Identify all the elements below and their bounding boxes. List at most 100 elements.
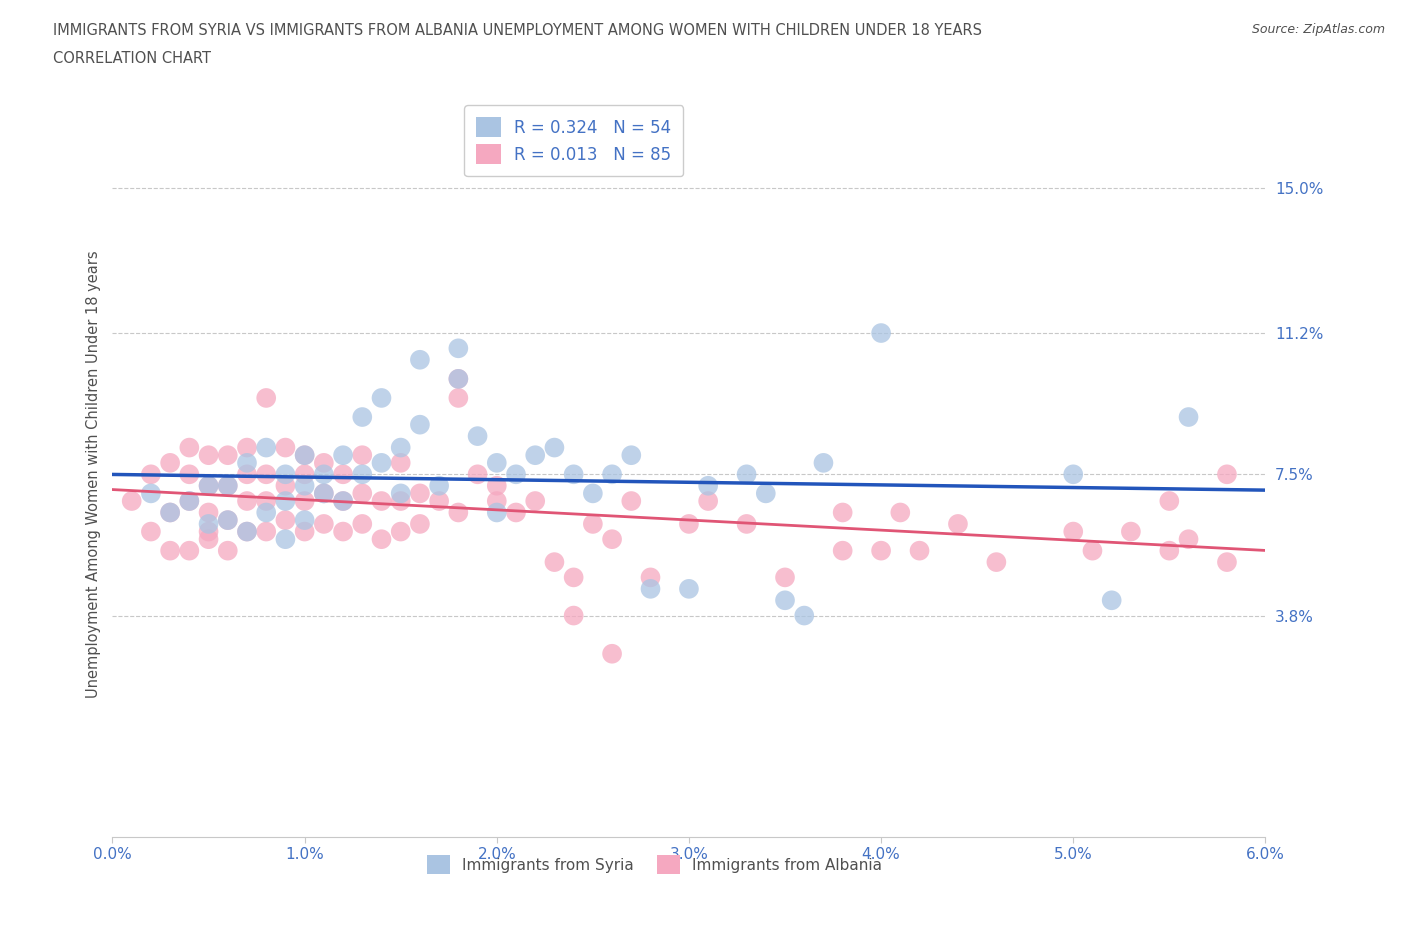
Point — [332, 525, 354, 539]
Point — [217, 478, 239, 493]
Point — [485, 478, 508, 493]
Point — [697, 478, 720, 493]
Point — [139, 486, 162, 501]
Point — [197, 478, 219, 493]
Point — [1101, 592, 1123, 607]
Point — [274, 478, 297, 493]
Point — [389, 486, 412, 501]
Point — [697, 494, 720, 509]
Point — [217, 543, 239, 558]
Point — [600, 646, 623, 661]
Point — [447, 371, 470, 386]
Point — [582, 516, 605, 531]
Point — [485, 456, 508, 471]
Point — [447, 371, 470, 386]
Point — [197, 516, 219, 531]
Point — [389, 525, 412, 539]
Point — [640, 581, 662, 596]
Point — [813, 456, 835, 471]
Point — [312, 486, 335, 501]
Point — [217, 512, 239, 527]
Point — [159, 505, 181, 520]
Point — [1216, 554, 1239, 569]
Point — [831, 543, 853, 558]
Point — [352, 447, 374, 462]
Point — [773, 592, 796, 607]
Point — [389, 456, 412, 471]
Point — [889, 505, 911, 520]
Point — [370, 456, 392, 471]
Point — [312, 486, 335, 501]
Point — [735, 516, 758, 531]
Point — [332, 494, 354, 509]
Point — [600, 467, 623, 482]
Point — [908, 543, 931, 558]
Point — [236, 456, 259, 471]
Point — [1177, 409, 1199, 424]
Point — [946, 516, 969, 531]
Y-axis label: Unemployment Among Women with Children Under 18 years: Unemployment Among Women with Children U… — [86, 250, 101, 698]
Point — [562, 467, 585, 482]
Point — [543, 554, 565, 569]
Point — [332, 467, 354, 482]
Point — [312, 467, 335, 482]
Point — [1159, 543, 1181, 558]
Point — [197, 525, 219, 539]
Point — [1216, 467, 1239, 482]
Point — [427, 478, 450, 493]
Point — [236, 525, 259, 539]
Point — [254, 467, 277, 482]
Text: Source: ZipAtlas.com: Source: ZipAtlas.com — [1251, 23, 1385, 36]
Point — [620, 494, 643, 509]
Point — [505, 467, 527, 482]
Point — [254, 440, 277, 455]
Point — [159, 505, 181, 520]
Point — [505, 505, 527, 520]
Point — [294, 447, 316, 462]
Point — [870, 326, 893, 340]
Legend: Immigrants from Syria, Immigrants from Albania: Immigrants from Syria, Immigrants from A… — [420, 849, 889, 880]
Point — [427, 494, 450, 509]
Point — [179, 494, 201, 509]
Point — [294, 525, 316, 539]
Point — [197, 505, 219, 520]
Point — [370, 494, 392, 509]
Point — [179, 494, 201, 509]
Point — [274, 440, 297, 455]
Text: CORRELATION CHART: CORRELATION CHART — [53, 51, 211, 66]
Point — [409, 418, 432, 432]
Point — [274, 494, 297, 509]
Point — [600, 532, 623, 547]
Point — [179, 467, 201, 482]
Point — [370, 532, 392, 547]
Point — [139, 467, 162, 482]
Point — [179, 543, 201, 558]
Point — [562, 570, 585, 585]
Point — [409, 516, 432, 531]
Point — [1159, 494, 1181, 509]
Point — [986, 554, 1008, 569]
Point — [197, 478, 219, 493]
Point — [352, 409, 374, 424]
Point — [1119, 525, 1142, 539]
Text: IMMIGRANTS FROM SYRIA VS IMMIGRANTS FROM ALBANIA UNEMPLOYMENT AMONG WOMEN WITH C: IMMIGRANTS FROM SYRIA VS IMMIGRANTS FROM… — [53, 23, 983, 38]
Point — [678, 581, 700, 596]
Point — [467, 429, 489, 444]
Point — [274, 512, 297, 527]
Point — [217, 478, 239, 493]
Point — [312, 516, 335, 531]
Point — [735, 467, 758, 482]
Point — [332, 447, 354, 462]
Point — [773, 570, 796, 585]
Point — [409, 352, 432, 367]
Point — [254, 505, 277, 520]
Point — [294, 447, 316, 462]
Point — [582, 486, 605, 501]
Point — [236, 467, 259, 482]
Point — [254, 525, 277, 539]
Point — [524, 447, 547, 462]
Point — [409, 486, 432, 501]
Point — [543, 440, 565, 455]
Point — [332, 494, 354, 509]
Point — [236, 440, 259, 455]
